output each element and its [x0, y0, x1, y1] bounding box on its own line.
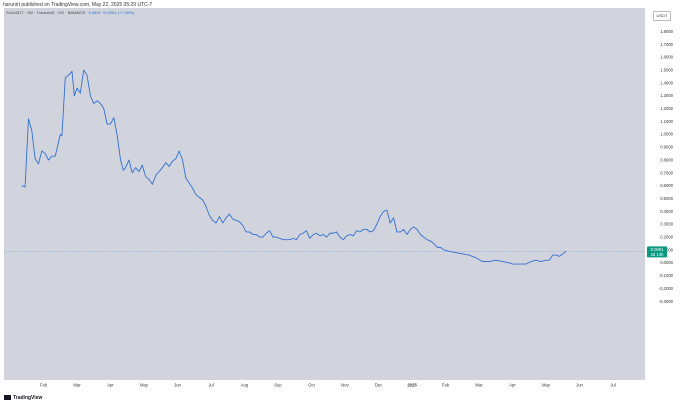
x-tick-label: Apr — [107, 383, 114, 388]
price-axis-panel[interactable] — [645, 8, 680, 380]
x-tick-label: 2025 — [407, 383, 417, 388]
symbol-last-value: 0.0891 +0.0061 (+7.35%) — [88, 10, 134, 15]
x-tick-label: Mar — [73, 383, 81, 388]
x-tick-label: May — [140, 383, 149, 388]
plot-area[interactable] — [4, 8, 645, 380]
symbol-info: SUIUSDT · 1W · TradeAdS · OO · BINANCE — [6, 10, 86, 15]
x-tick-label: Jun — [576, 383, 583, 388]
brand-name: TradingView — [13, 395, 43, 401]
x-axis-ticks: Feb Mar Apr May Jun Jul Aug Sep Oct Nov Dec 2025 Feb… — [40, 383, 616, 388]
x-tick-label: Feb — [40, 383, 48, 388]
x-tick-label: Jun — [174, 383, 181, 388]
symbol-legend: SUIUSDT · 1W · TradeAdS · OO · BINANCE 0… — [6, 10, 134, 15]
x-tick-label: Feb — [442, 383, 450, 388]
x-tick-label: Jul — [208, 383, 213, 388]
x-tick-label: Mar — [475, 383, 483, 388]
x-tick-label: Oct — [308, 383, 315, 388]
x-tick-label: Apr — [509, 383, 516, 388]
x-tick-label: Dec — [375, 383, 382, 388]
x-tick-label: Sep — [274, 383, 282, 388]
publish-header: harunirt published on TradingView.com, M… — [3, 2, 153, 8]
currency-button[interactable]: USDT — [653, 11, 671, 21]
x-tick-label: May — [542, 383, 551, 388]
x-tick-label: Nov — [341, 383, 349, 388]
brand-footer[interactable]: TradingView — [4, 395, 42, 401]
x-tick-label: Aug — [241, 383, 249, 388]
tradingview-logo-icon — [4, 395, 11, 400]
x-tick-label: Jul — [610, 383, 615, 388]
